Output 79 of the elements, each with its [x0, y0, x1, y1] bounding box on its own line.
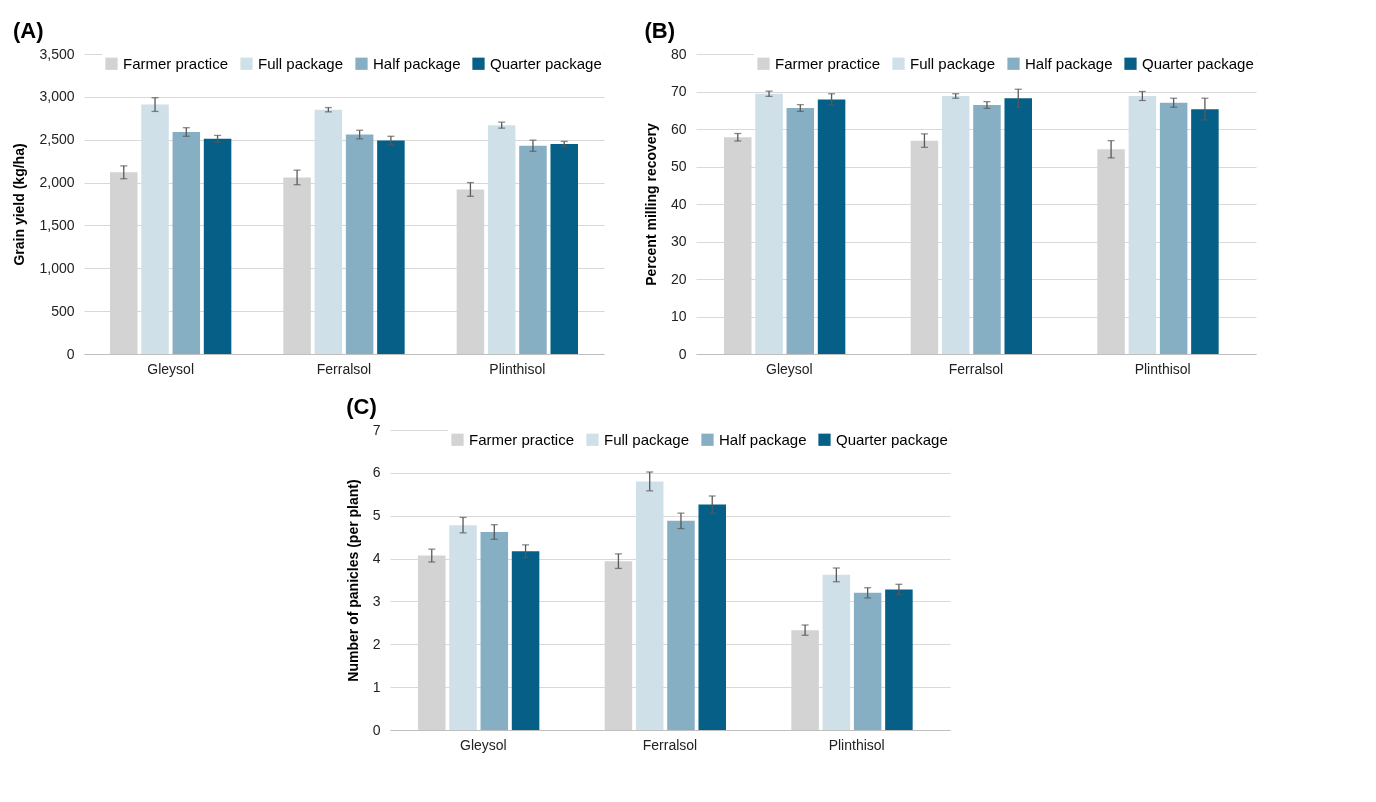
legend-label: Quarter package — [836, 430, 948, 448]
y-tick-label: 50 — [670, 158, 687, 174]
y-tick-label: 6 — [372, 464, 381, 481]
y-tick-label: 500 — [51, 302, 75, 319]
bar — [314, 109, 343, 354]
y-tick-label: 0 — [66, 345, 75, 362]
y-tick-label: 10 — [670, 308, 687, 324]
bar — [1004, 98, 1032, 354]
bar — [973, 105, 1001, 354]
chart-title: (C) — [346, 394, 377, 419]
bar — [698, 504, 726, 730]
legend-label: Full package — [258, 54, 344, 72]
y-tick-label: 2,000 — [39, 174, 75, 191]
legend-label: Full package — [604, 430, 690, 448]
bar — [667, 520, 695, 730]
y-tick-label: 3 — [372, 592, 381, 609]
legend-label: Full package — [910, 54, 996, 72]
y-tick-label: 20 — [670, 270, 687, 287]
legend-label: Half package — [719, 430, 807, 448]
legend-label: Half package — [373, 54, 461, 72]
y-tick-label: 2,500 — [39, 131, 75, 148]
x-tick-label: Ferralsol — [316, 360, 372, 377]
chart-title: (B) — [644, 18, 675, 43]
bar — [941, 96, 970, 354]
bar — [449, 525, 477, 730]
legend-label: Quarter package — [490, 54, 602, 72]
y-tick-label: 3,000 — [39, 88, 75, 105]
legend-label: Farmer practice — [469, 430, 575, 448]
y-tick-label: 5 — [372, 507, 381, 524]
y-tick-label: 3,500 — [39, 45, 75, 62]
bar — [172, 132, 201, 354]
legend-label: Farmer practice — [775, 54, 881, 72]
x-tick-label: Plinthisol — [828, 736, 885, 753]
bar — [141, 104, 169, 354]
y-tick-label: 0 — [678, 345, 687, 362]
x-tick-label: Gleysol — [147, 360, 195, 377]
y-axis-title: Number of panicles (per plant) — [344, 479, 361, 682]
bar — [203, 138, 232, 354]
y-tick-label: 0 — [372, 721, 381, 738]
legend-label: Half package — [1025, 54, 1113, 72]
y-tick-label: 1 — [372, 678, 381, 695]
bar — [755, 93, 783, 354]
y-tick-label: 80 — [670, 45, 687, 62]
x-tick-label: Ferralsol — [642, 736, 698, 753]
bar — [786, 108, 815, 354]
bar — [1159, 102, 1188, 354]
y-tick-label: 1,000 — [39, 259, 75, 276]
legend-label: Quarter package — [1142, 54, 1254, 72]
bar — [885, 589, 913, 730]
legend-label: Farmer practice — [123, 54, 229, 72]
bar — [822, 574, 851, 730]
y-tick-label: 60 — [670, 120, 687, 137]
bar — [519, 145, 547, 354]
bar — [511, 551, 540, 730]
bar — [817, 99, 846, 354]
bar — [853, 592, 882, 730]
bar — [635, 481, 664, 730]
y-tick-label: 40 — [670, 195, 687, 212]
bar — [480, 532, 509, 730]
y-tick-label: 1,500 — [39, 216, 75, 233]
bar — [487, 125, 516, 354]
x-tick-label: Gleysol — [459, 736, 507, 753]
y-tick-label: 7 — [372, 421, 381, 438]
bar — [1128, 96, 1157, 354]
x-tick-label: Gleysol — [765, 360, 813, 377]
y-tick-label: 4 — [372, 550, 381, 567]
x-tick-label: Ferralsol — [948, 360, 1004, 377]
bar — [377, 140, 405, 354]
bar — [550, 144, 578, 354]
y-tick-label: 30 — [670, 233, 687, 249]
y-tick-label: 70 — [670, 83, 687, 99]
y-axis-title: Percent milling recovery — [642, 122, 659, 286]
y-tick-label: 2 — [372, 635, 381, 652]
bar — [345, 134, 374, 354]
y-axis-title: Grain yield (kg/ha) — [11, 143, 28, 266]
x-tick-label: Plinthisol — [489, 360, 546, 377]
bar — [1191, 109, 1219, 354]
chart-title: (A) — [12, 18, 44, 43]
x-tick-label: Plinthisol — [1134, 360, 1191, 377]
